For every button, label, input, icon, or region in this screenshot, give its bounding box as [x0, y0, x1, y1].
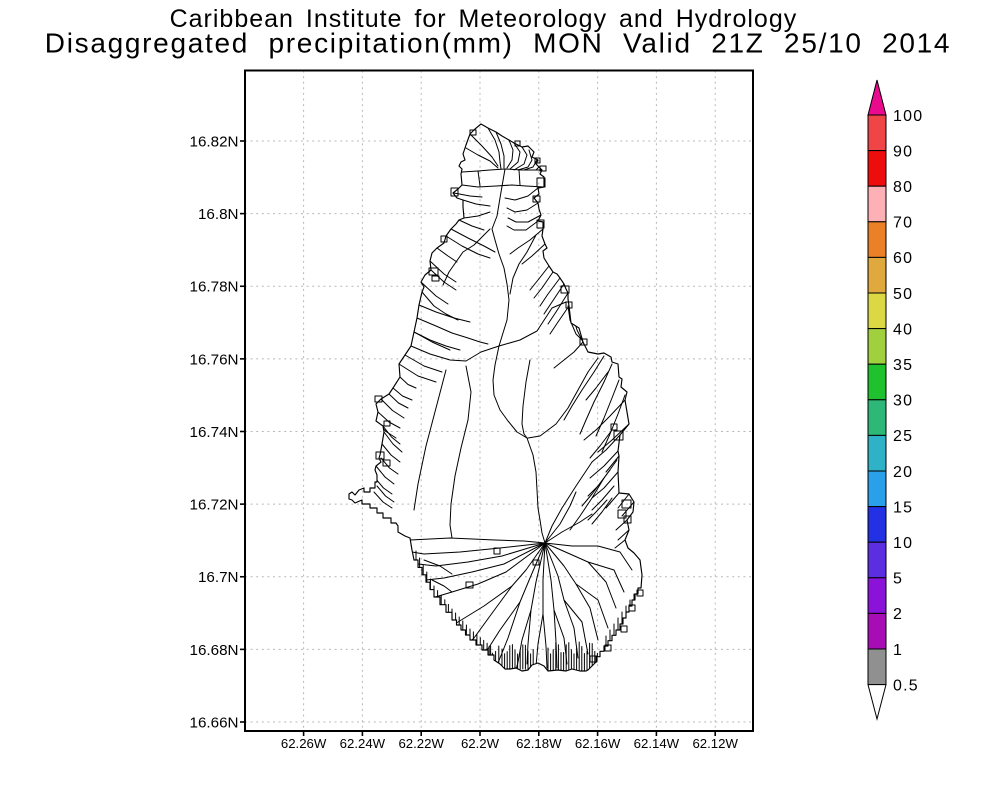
svg-text:62.16W: 62.16W [575, 736, 621, 751]
svg-text:62.14W: 62.14W [634, 736, 680, 751]
svg-text:80: 80 [893, 179, 913, 196]
svg-text:5: 5 [893, 571, 903, 588]
svg-text:40: 40 [893, 321, 913, 338]
svg-text:16.74N: 16.74N [190, 424, 239, 441]
svg-text:16.7N: 16.7N [198, 569, 239, 586]
svg-text:90: 90 [893, 143, 913, 160]
svg-text:70: 70 [893, 215, 913, 232]
svg-text:15: 15 [893, 499, 913, 516]
svg-text:1: 1 [893, 642, 903, 659]
svg-text:16.82N: 16.82N [190, 133, 239, 150]
svg-text:0.5: 0.5 [893, 677, 919, 694]
svg-text:16.68N: 16.68N [190, 642, 239, 659]
svg-text:50: 50 [893, 286, 913, 303]
svg-text:20: 20 [893, 464, 913, 481]
svg-text:Disaggregated precipitation(mm: Disaggregated precipitation(mm) MON Vali… [45, 28, 951, 59]
svg-text:35: 35 [893, 357, 913, 374]
svg-text:25: 25 [893, 428, 913, 445]
svg-text:62.24W: 62.24W [340, 736, 386, 751]
svg-text:Caribbean Institute for Meteor: Caribbean Institute for Meteorology and … [170, 5, 798, 33]
svg-text:62.12W: 62.12W [692, 736, 738, 751]
svg-text:60: 60 [893, 250, 913, 267]
svg-text:16.78N: 16.78N [190, 279, 239, 296]
svg-text:16.66N: 16.66N [190, 714, 239, 731]
svg-text:100: 100 [893, 108, 923, 125]
svg-text:62.2W: 62.2W [461, 736, 500, 751]
svg-text:62.26W: 62.26W [281, 736, 327, 751]
svg-text:16.76N: 16.76N [190, 351, 239, 368]
svg-text:16.72N: 16.72N [190, 497, 239, 514]
svg-text:16.8N: 16.8N [198, 206, 239, 223]
svg-text:62.22W: 62.22W [398, 736, 444, 751]
svg-text:62.18W: 62.18W [516, 736, 562, 751]
svg-text:10: 10 [893, 535, 913, 552]
svg-text:2: 2 [893, 606, 903, 623]
svg-text:30: 30 [893, 393, 913, 410]
